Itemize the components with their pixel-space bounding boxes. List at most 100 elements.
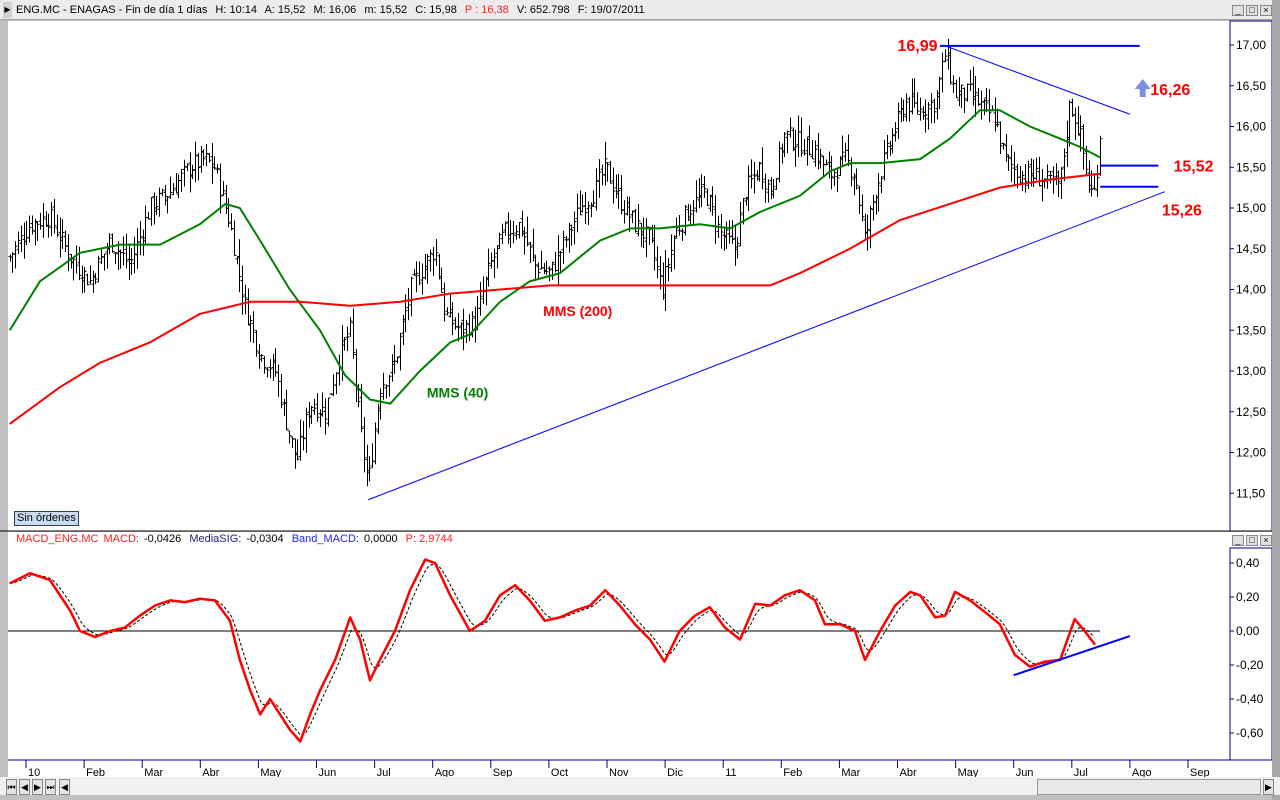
price-bar: [124, 233, 129, 269]
price-bar: [251, 311, 256, 343]
last-button[interactable]: ⏭: [45, 779, 56, 795]
price-bar: [547, 266, 552, 282]
price-bar: [672, 235, 677, 270]
price-bar: [564, 235, 569, 248]
price-bar: [55, 214, 60, 238]
price-bar: [835, 168, 840, 193]
price-bar: [450, 302, 455, 336]
price-bar: [1009, 145, 1014, 183]
macd-close-button[interactable]: ×: [1260, 535, 1272, 546]
scroll-thumb[interactable]: [1037, 779, 1261, 795]
line-mms200: [9, 172, 1101, 425]
scroll-right-button[interactable]: ▶: [1263, 779, 1274, 795]
price-bar: [688, 204, 693, 227]
price-bar: [193, 141, 198, 183]
time-tick-label: Feb: [86, 767, 105, 779]
price-bar: [528, 241, 533, 263]
price-bar: [923, 99, 928, 133]
first-button[interactable]: ⏮: [6, 779, 17, 795]
price-bar: [41, 203, 46, 238]
annotation-label: 16,99: [898, 38, 938, 55]
orders-badge[interactable]: Sin órdenes: [14, 511, 79, 526]
price-bar: [85, 273, 90, 286]
price-bar: [348, 316, 353, 337]
close-button[interactable]: ×: [1260, 5, 1272, 16]
price-bar: [514, 225, 519, 240]
up-arrow-icon: [1134, 79, 1151, 98]
price-bar: [594, 168, 599, 211]
price-bar: [82, 267, 87, 293]
signal-line: [9, 563, 1095, 736]
price-bar: [99, 249, 104, 265]
price-bar: [268, 359, 273, 379]
price-tick-label: 12,50: [1236, 405, 1266, 419]
price-bar: [168, 176, 173, 199]
price-bar: [489, 252, 494, 269]
price-bar: [1026, 160, 1031, 189]
price-bar: [16, 231, 21, 254]
price-bar: [746, 165, 751, 212]
price-bar: [749, 159, 754, 189]
trendline-descending-trend: [944, 45, 1131, 115]
price-bar: [417, 261, 422, 286]
price-bar: [580, 194, 585, 213]
price-bar: [987, 89, 992, 123]
macd-maximize-button[interactable]: □: [1246, 535, 1258, 546]
price-bar: [96, 255, 101, 283]
macd-tick-label: 0,00: [1236, 624, 1260, 638]
macd-axis: [1229, 547, 1273, 761]
scroll-left-button[interactable]: ◀: [59, 779, 70, 795]
minimize-button[interactable]: _: [1232, 5, 1244, 16]
price-bar: [517, 221, 522, 239]
price-bar: [351, 308, 356, 359]
horizontal-scrollbar[interactable]: [0, 777, 1280, 795]
macd-tick-label: -0,40: [1236, 692, 1264, 706]
date-label: F: 19/07/2011: [577, 4, 645, 16]
price-bar: [885, 134, 890, 160]
price-bar: [882, 139, 887, 181]
price-bar: [904, 93, 909, 122]
prev-button[interactable]: ◀: [19, 779, 30, 795]
price-bar: [932, 98, 937, 124]
time-tick-label: Feb: [783, 767, 802, 779]
price-bar: [968, 70, 973, 92]
price-bar: [699, 174, 704, 208]
macd-name: MACD_ENG.MC: [16, 533, 99, 545]
time-tick-label: Ago: [1132, 767, 1152, 779]
price-bar: [558, 250, 563, 273]
price-bar: [425, 254, 430, 284]
next-button[interactable]: ▶: [32, 779, 43, 795]
price-bar: [954, 79, 959, 99]
price-bar: [832, 170, 837, 187]
price-bar: [846, 134, 851, 167]
price-bar: [160, 188, 165, 197]
price-bar: [71, 257, 76, 281]
price-bar: [154, 195, 159, 216]
price-bar: [766, 179, 771, 203]
macd-minimize-button[interactable]: _: [1232, 535, 1244, 546]
price-bar: [710, 186, 715, 216]
macd-tick-label: 0,20: [1236, 590, 1260, 604]
price-bar: [320, 392, 325, 417]
time-tick-label: May: [260, 767, 281, 779]
time-label: H: 10:14: [215, 4, 257, 16]
macd-header-bg: [8, 532, 1272, 548]
price-bar: [49, 201, 54, 237]
band-value: 0,0000: [363, 533, 398, 545]
price-bar: [367, 455, 372, 482]
maximize-button[interactable]: □: [1246, 5, 1258, 16]
time-tick-label: Jul: [1074, 767, 1088, 779]
price-bar: [93, 272, 98, 285]
price-bar: [948, 46, 953, 85]
time-tick-label: Abr: [202, 767, 219, 779]
price-bar: [1001, 142, 1006, 150]
price-bar: [1067, 100, 1072, 147]
price-bar: [196, 152, 201, 181]
collapse-arrow-icon[interactable]: ▶: [3, 2, 12, 18]
price-bar: [387, 374, 392, 397]
price-bar: [1023, 164, 1028, 193]
symbol-label: ENG.MC - ENAGAS - Fin de día 1 días: [16, 4, 208, 16]
price-bar: [600, 164, 605, 186]
price-bar: [215, 163, 220, 174]
price-bar: [315, 393, 320, 422]
